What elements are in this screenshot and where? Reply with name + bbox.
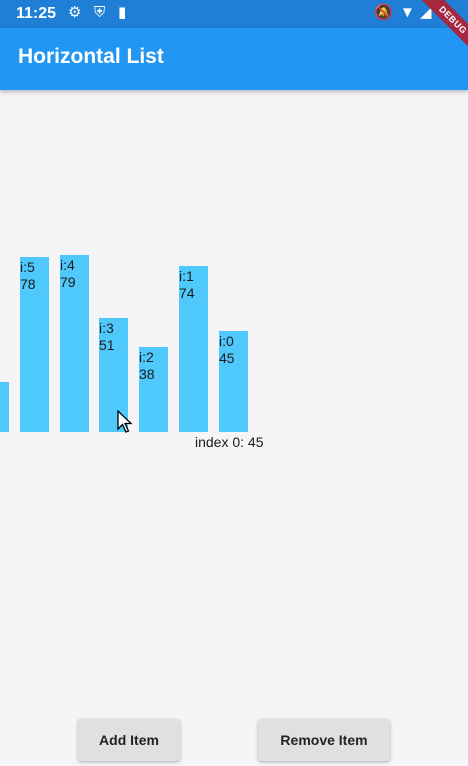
bar-item: i:4 79 (60, 255, 89, 432)
signal-icon: ◢ (420, 4, 432, 21)
gear-icon: ⚙ (68, 4, 82, 21)
bar-item: i:5 78 (20, 257, 49, 432)
bell-off-icon: 🔕 (374, 4, 393, 21)
bar-index-label: i:0 (219, 333, 234, 349)
bar-index-label: i:5 (20, 259, 35, 275)
wifi-icon: ▼ (400, 4, 415, 21)
bar-item: i:2 38 (139, 347, 168, 432)
sd-card-icon: ▮ (118, 4, 127, 21)
bar-value-label: 74 (179, 285, 195, 301)
shield-icon: ⛨ (94, 4, 106, 21)
bar-index-label: i:3 (99, 320, 114, 336)
page-title: Horizontal List (18, 45, 164, 68)
bar-item: i:0 45 (219, 331, 248, 432)
status-bar: 11:25 ⚙ ⛨ ▮ 🔕 ▼ ◢ ▮ (0, 0, 468, 28)
bar-index-label: i:2 (139, 349, 154, 365)
bar-index-label: i:1 (179, 268, 194, 284)
bar-value-label: 38 (139, 366, 155, 382)
remove-item-button[interactable]: Remove Item (258, 719, 390, 761)
bar-item: i:3 51 (99, 318, 128, 432)
bar-value-label: 78 (20, 276, 36, 292)
mouse-cursor-icon (117, 410, 133, 433)
bar-partial (0, 382, 9, 432)
bar-value-label: 79 (60, 274, 76, 290)
add-item-button[interactable]: Add Item (78, 719, 180, 761)
bar-item: i:1 74 (179, 266, 208, 432)
status-time: 11:25 (16, 5, 57, 22)
bar-index-label: i:4 (60, 257, 75, 273)
app-bar: Horizontal List (0, 28, 468, 90)
selected-index-text: index 0: 45 (195, 434, 264, 450)
bar-value-label: 45 (219, 350, 235, 366)
bar-value-label: 51 (99, 337, 115, 353)
horizontal-list[interactable]: i:5 78 i:4 79 i:3 51 i:2 38 i:1 74 i:0 4… (0, 90, 468, 710)
